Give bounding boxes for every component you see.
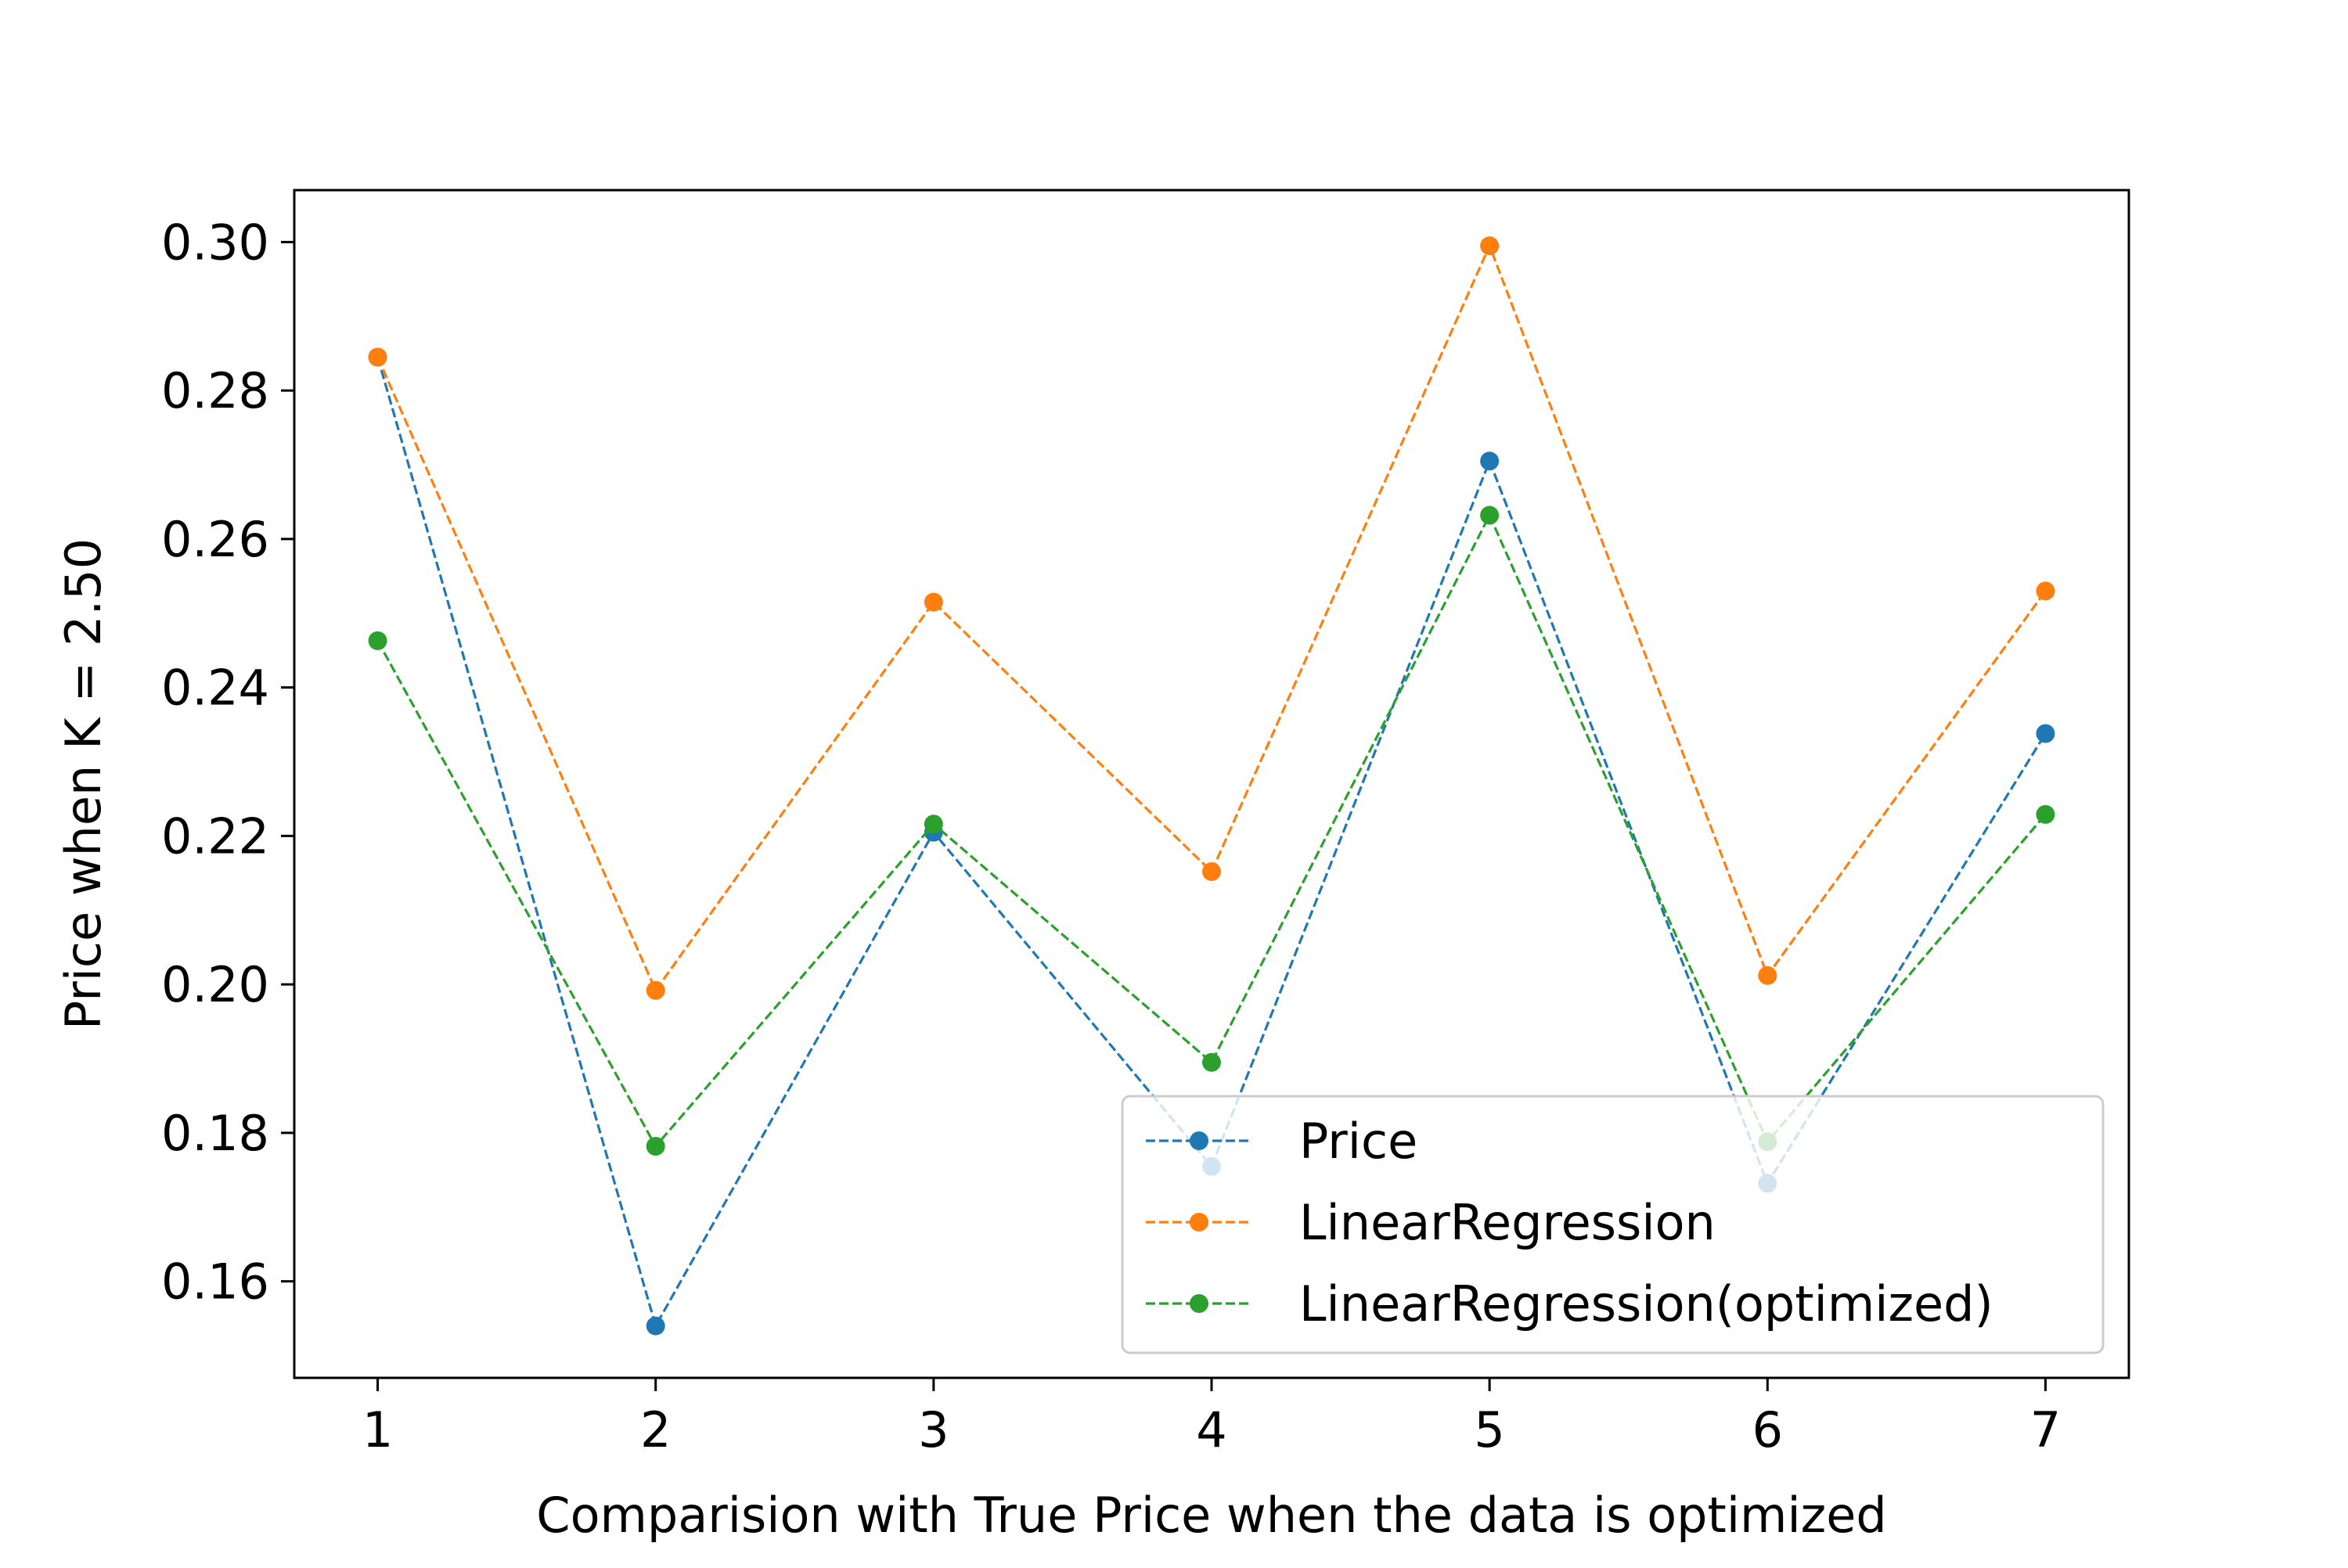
data-point-s3-2	[646, 1136, 665, 1156]
data-point-s2-2	[646, 980, 665, 1000]
data-point-s1-5	[1480, 451, 1500, 471]
x-tick-label: 6	[1752, 1401, 1783, 1458]
y-tick-label: 0.20	[161, 956, 269, 1013]
y-tick-label: 0.30	[161, 214, 269, 271]
y-tick-label: 0.24	[161, 660, 269, 717]
legend: Price LinearRegression LinearRegression(op…	[1121, 1095, 2105, 1354]
legend-marker-2	[1190, 1213, 1208, 1232]
data-point-s2-6	[1758, 966, 1777, 985]
x-tick-label: 4	[1196, 1401, 1226, 1458]
y-tick-label: 0.16	[161, 1253, 269, 1311]
data-point-s2-7	[2036, 581, 2055, 601]
data-point-s3-1	[368, 631, 387, 650]
x-axis-label: Comparision with True Price when the dat…	[536, 1487, 1886, 1544]
data-point-s2-5	[1480, 236, 1500, 256]
x-tick-label: 1	[362, 1401, 393, 1458]
legend-box	[1121, 1095, 2105, 1354]
x-axis: 1 2 3 4 5 6 7	[362, 1378, 2061, 1458]
x-tick-label: 2	[640, 1401, 671, 1458]
data-point-s3-5	[1480, 505, 1500, 525]
data-point-s3-7	[2036, 804, 2055, 824]
data-point-s2-1	[368, 347, 387, 367]
y-tick-label: 0.18	[161, 1105, 269, 1162]
y-tick-label: 0.28	[161, 362, 269, 419]
data-point-s1-2	[646, 1316, 665, 1336]
data-point-s3-3	[924, 815, 943, 834]
legend-marker-3	[1190, 1294, 1208, 1313]
y-axis: 0.16 0.18 0.20 0.22 0.24 0.26 0.28 0.30	[161, 214, 294, 1311]
legend-label-3: LinearRegression(optimized)	[1299, 1275, 1993, 1332]
data-point-s3-4	[1202, 1052, 1221, 1072]
data-point-s2-3	[924, 592, 943, 612]
y-tick-label: 0.26	[161, 511, 269, 568]
data-point-s1-7	[2036, 724, 2055, 743]
y-tick-label: 0.22	[161, 807, 269, 865]
legend-marker-1	[1190, 1131, 1208, 1150]
legend-label-2: LinearRegression	[1299, 1194, 1716, 1251]
y-axis-label: Price when K = 2.50	[55, 538, 112, 1030]
x-tick-label: 3	[918, 1401, 949, 1458]
data-point-s2-4	[1202, 861, 1221, 881]
legend-label-1: Price	[1299, 1113, 1417, 1170]
x-tick-label: 7	[2030, 1401, 2061, 1458]
x-tick-label: 5	[1474, 1401, 1504, 1458]
